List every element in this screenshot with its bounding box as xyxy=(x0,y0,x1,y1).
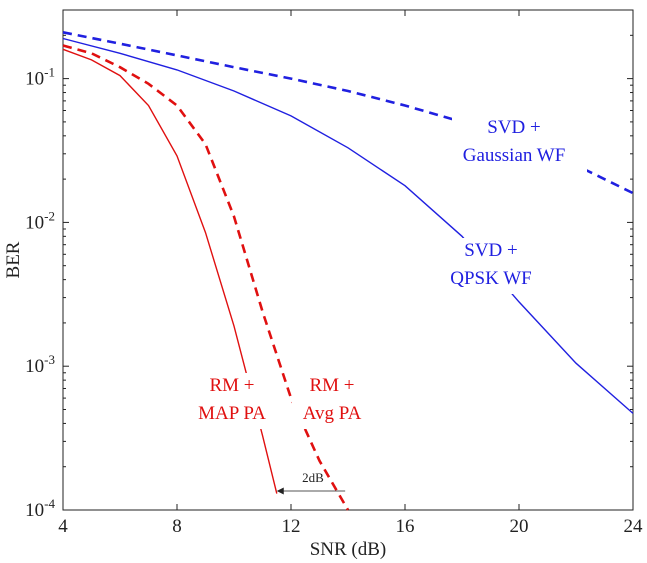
annotation-rm-map-pa: MAP PA xyxy=(198,403,266,424)
annotation-rm-avg-pa: Avg PA xyxy=(303,403,362,424)
y-tick-label: 10-1 xyxy=(25,65,55,90)
x-tick-label: 20 xyxy=(510,516,529,537)
x-tick-label: 4 xyxy=(58,516,68,537)
x-tick-label: 8 xyxy=(172,516,182,537)
annotation-svd-qpsk-wf-bg xyxy=(438,238,548,294)
x-tick-label: 24 xyxy=(624,516,644,537)
axis-ticks: 4 8 12 16 20 24 10-4 10-3 10-2 10-1 xyxy=(25,10,643,537)
annotation-svd-qpsk-wf: QPSK WF xyxy=(450,268,531,289)
x-axis-title: SNR (dB) xyxy=(310,539,387,560)
y-tick-label: 10-3 xyxy=(25,352,55,377)
series-svd-qpsk-wf xyxy=(62,37,634,414)
x-tick-label: 12 xyxy=(282,516,301,537)
annotation-svd-qpsk-wf: SVD + xyxy=(464,240,517,261)
annotations: SVD + Gaussian WF SVD + QPSK WF RM + MAP PA RM… xyxy=(188,116,587,495)
x-tick-label: 16 xyxy=(396,516,415,537)
annotation-rm-avg-pa: RM + xyxy=(309,375,354,396)
y-axis-title: BER xyxy=(3,241,24,278)
series-svd-gaussian-wf xyxy=(62,31,634,195)
annotation-svd-gaussian-wf: Gaussian WF xyxy=(463,145,566,166)
annotation-svd-gaussian-wf: SVD + xyxy=(487,117,540,138)
annotation-rm-avg-pa-bg xyxy=(292,373,374,429)
y-tick-label: 10-2 xyxy=(25,208,55,233)
annotation-2db: 2dB xyxy=(302,470,324,485)
gap-arrow-head xyxy=(276,487,284,495)
annotation-rm-map-pa-bg xyxy=(188,373,280,429)
annotation-svd-gaussian-wf-bg xyxy=(452,116,587,172)
annotation-rm-map-pa: RM + xyxy=(209,375,254,396)
y-tick-label: 10-4 xyxy=(25,496,55,521)
